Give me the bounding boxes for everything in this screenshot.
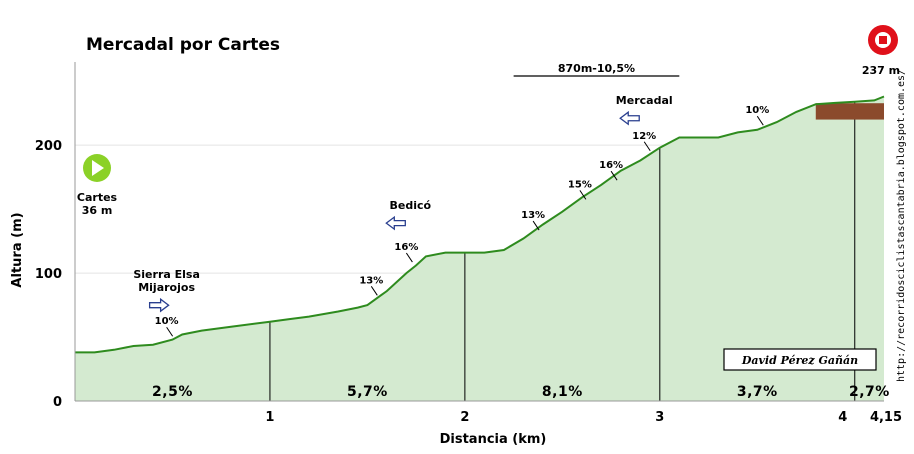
author-box [723,348,877,371]
start-altitude-label: 36 m [82,204,113,217]
slope-labels: 10% 13% 16% 13% 15% 16% 12% 10% [155,105,769,337]
segment-gradient-label: 2,7% [849,384,890,400]
x-tick-label: 2 [460,410,469,425]
place-label: Bedicó [390,199,432,212]
play-triangle [92,160,104,176]
x-axis-label: Distancia (km) [440,432,547,447]
place-label: Mijarojos [138,281,195,294]
slope-leader [756,115,764,126]
slope-leader [610,170,618,181]
slope-label: 16% [599,160,623,171]
segment-gradient-labels: 2,5% 5,7% 8,1% 3,7% 2,7% [152,384,890,400]
slope-label: 15% [568,179,592,190]
x-tick-label: 3 [655,410,664,425]
start-marker: Cartes 36 m [77,154,118,217]
y-tick-label: 0 [53,395,62,410]
author-name: David Pérez Gañán [741,354,858,367]
place-label: Sierra Elsa [133,268,200,281]
y-tick-label: 200 [35,139,62,154]
segment-gradient-label: 8,1% [542,384,583,400]
arrow-left-icon [619,110,640,126]
slope-leader [166,326,174,337]
segment-gradient-label: 5,7% [347,384,388,400]
chart-title: Mercadal por Cartes [86,35,280,55]
slope-label: 10% [155,316,179,327]
profile-line [75,95,885,354]
segment-gradient-label: 3,7% [737,384,778,400]
author-signature: David Pérez Gañán [723,348,877,371]
y-tick-label: 100 [35,267,62,282]
arrow-left-icon [385,215,406,231]
x-tick-label: 4 [838,410,847,425]
segment-gradient-label: 2,5% [152,384,193,400]
arrow-right-icon [148,297,170,313]
slope-label: 16% [394,242,418,253]
summit-block [815,103,884,120]
slope-leader [579,190,587,200]
slope-label: 10% [745,105,769,116]
place-label: Mercadal [616,94,673,107]
axes [74,62,884,402]
stop-square [879,36,887,44]
finish-marker: 237 m [862,25,900,77]
finish-altitude-label: 237 m [862,64,900,77]
slope-leader [370,286,378,296]
slope-leader [532,220,540,231]
slope-label: 13% [359,275,383,286]
blog-url: http://recorridosciclistascantabria.blog… [896,69,907,382]
x-tick-labels: 1 2 3 4 4,15 [265,410,902,425]
slope-leader [643,141,651,152]
climb-bracket-label: 870m-10,5% [558,62,635,75]
y-axis-label: Altura (m) [10,212,25,287]
start-place-label: Cartes [77,191,118,204]
x-tick-label: 1 [265,410,274,425]
x-tick-label: 4,15 [870,410,902,425]
climb-bracket: 870m-10,5% [513,62,680,77]
slope-leader [405,252,413,263]
slope-label: 12% [632,131,656,142]
slope-label: 13% [521,210,545,221]
profile-area [75,96,884,401]
y-tick-labels: 0 100 200 [35,139,62,410]
